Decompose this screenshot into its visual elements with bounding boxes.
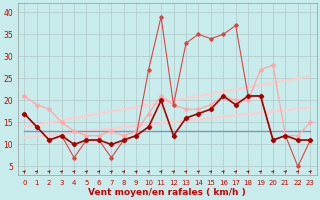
X-axis label: Vent moyen/en rafales ( km/h ): Vent moyen/en rafales ( km/h ) (88, 188, 246, 197)
